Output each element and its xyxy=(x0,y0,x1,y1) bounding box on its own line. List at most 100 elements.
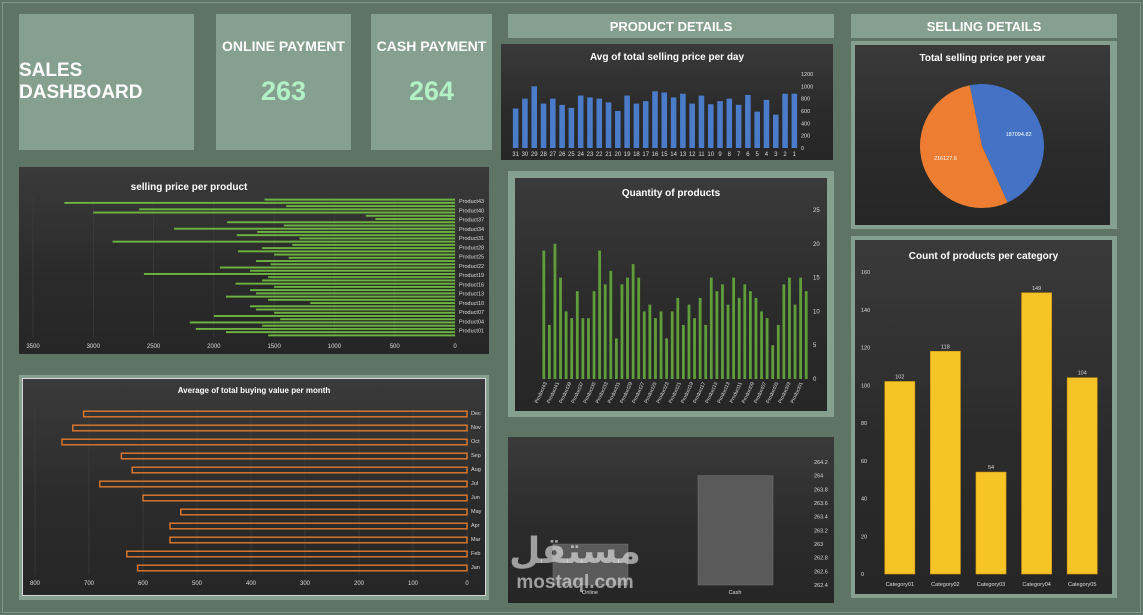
quantity-bar xyxy=(559,277,562,379)
product-bar xyxy=(195,327,455,330)
category-bar xyxy=(1021,292,1052,575)
category-bar xyxy=(930,350,961,575)
x-tick-label: 21 xyxy=(605,152,612,158)
y-tick-label: 80 xyxy=(861,421,867,427)
quantity-bar xyxy=(799,277,803,379)
y-tick-label: Product37 xyxy=(459,218,484,224)
x-tick-label: Category02 xyxy=(931,582,959,588)
x-tick-label: 13 xyxy=(680,152,687,158)
x-tick-label: 16 xyxy=(652,152,659,158)
y-tick-label: 262.6 xyxy=(814,569,828,575)
x-tick-label: 5 xyxy=(756,152,760,158)
quantity-bar xyxy=(760,311,763,379)
x-tick-label: 24 xyxy=(577,152,584,158)
quantity-bar xyxy=(788,277,791,379)
y-tick-label: Product07 xyxy=(459,310,484,316)
product-bar xyxy=(274,311,455,314)
product-bar xyxy=(235,282,455,285)
quantity-bar xyxy=(570,318,574,379)
y-tick-label: 0 xyxy=(813,377,817,383)
c-qty-svg: 0510152025Product43Product41Product39Pro… xyxy=(534,208,821,405)
x-tick-label: 29 xyxy=(531,152,538,158)
y-tick-label: 60 xyxy=(861,459,867,465)
x-tick-label: 2 xyxy=(783,152,787,158)
product-bar xyxy=(270,263,455,266)
y-tick-label: 800 xyxy=(801,97,810,103)
quantity-bar xyxy=(754,297,758,379)
y-tick-label: 200 xyxy=(801,134,810,140)
pie-data-label: 187094.82 xyxy=(1006,132,1032,138)
quantity-of-products-chart: 0 5 10 15 20 25 Product43 Product41 Product39 Pro… xyxy=(515,178,827,411)
x-tick-label: 15 xyxy=(661,152,668,158)
quantity-bar xyxy=(648,304,652,379)
day-bar xyxy=(540,103,547,148)
month-bar xyxy=(169,522,468,530)
category-bar xyxy=(884,381,916,575)
day-bar xyxy=(605,102,612,148)
c-month-svg: 800 700 600 500 400 300 200 100 0 Dec Nov Oct Sep Aug… xyxy=(30,407,482,587)
day-bar xyxy=(550,98,556,148)
x-tick-label: 100 xyxy=(408,581,419,587)
product-bar xyxy=(143,272,455,275)
product-bar xyxy=(174,227,455,230)
count-products-per-category-chart: 0 20 40 60 80 100 120 140 160 102 Category01 118 Cat… xyxy=(855,240,1112,594)
y-tick-label: 263.6 xyxy=(814,501,828,507)
month-bar xyxy=(136,564,468,572)
quantity-bar xyxy=(732,277,736,379)
quantity-bar xyxy=(609,270,613,379)
month-bar xyxy=(120,452,468,460)
x-tick-label: 31 xyxy=(512,152,519,158)
month-bar xyxy=(142,494,468,502)
quantity-bar xyxy=(598,250,602,379)
x-tick-label: 3000 xyxy=(87,344,101,350)
quantity-bar xyxy=(804,291,808,379)
quantity-bar xyxy=(642,311,646,379)
online-payment-label: ONLINE PAYMENT xyxy=(222,38,345,54)
product-details-header: PRODUCT DETAILS xyxy=(508,14,834,38)
x-tick-label: Category05 xyxy=(1068,582,1096,588)
avg-selling-price-per-day-chart: 0 200 400 600 800 1000 1200 31 30 29 28 27 26 25 24 23 2… xyxy=(501,44,833,160)
product-bar xyxy=(283,224,455,227)
y-tick-label: Product43 xyxy=(459,199,484,205)
quantity-bar xyxy=(709,277,713,379)
x-tick-label: 8 xyxy=(728,152,732,158)
product-bar xyxy=(274,285,455,288)
day-bar xyxy=(745,94,751,148)
quantity-bar xyxy=(721,284,724,379)
selling-details-header: SELLING DETAILS xyxy=(851,14,1117,38)
y-tick-label: Product31 xyxy=(459,236,484,242)
x-tick-label: 4 xyxy=(765,152,769,158)
x-tick-label: Category04 xyxy=(1022,582,1050,588)
c-prod-svg: 3500 3000 2500 2000 1500 1000 500 0 Product43 Pro… xyxy=(26,198,484,350)
pie-slice xyxy=(969,83,1044,203)
quantity-bar xyxy=(592,291,596,379)
y-tick-label: 263.8 xyxy=(814,487,828,493)
y-tick-label: 160 xyxy=(861,270,870,276)
product-bar xyxy=(213,315,455,317)
quantity-bar xyxy=(748,291,752,379)
quantity-bar xyxy=(687,304,691,379)
day-bar xyxy=(559,104,565,148)
x-tick-label: Category01 xyxy=(886,582,914,588)
quantity-bar xyxy=(698,297,702,379)
y-tick-label: 20 xyxy=(813,242,820,248)
category-bar xyxy=(975,471,1007,575)
day-bar xyxy=(522,98,528,148)
y-tick-label: Aug xyxy=(471,467,481,473)
product-bar xyxy=(189,321,455,324)
x-tick-label: 300 xyxy=(300,581,311,587)
x-tick-label: Cash xyxy=(729,590,742,596)
product-bar xyxy=(112,240,455,243)
quantity-bar xyxy=(681,324,685,379)
payment-bar xyxy=(552,543,629,586)
product-bar xyxy=(227,221,455,224)
product-bar xyxy=(292,243,455,246)
quantity-bar xyxy=(670,311,674,379)
product-bar xyxy=(256,308,455,311)
product-bar xyxy=(225,295,455,298)
y-tick-label: 1000 xyxy=(801,84,813,90)
day-bar xyxy=(568,107,575,148)
product-bar xyxy=(264,198,455,201)
product-bar xyxy=(268,276,455,279)
